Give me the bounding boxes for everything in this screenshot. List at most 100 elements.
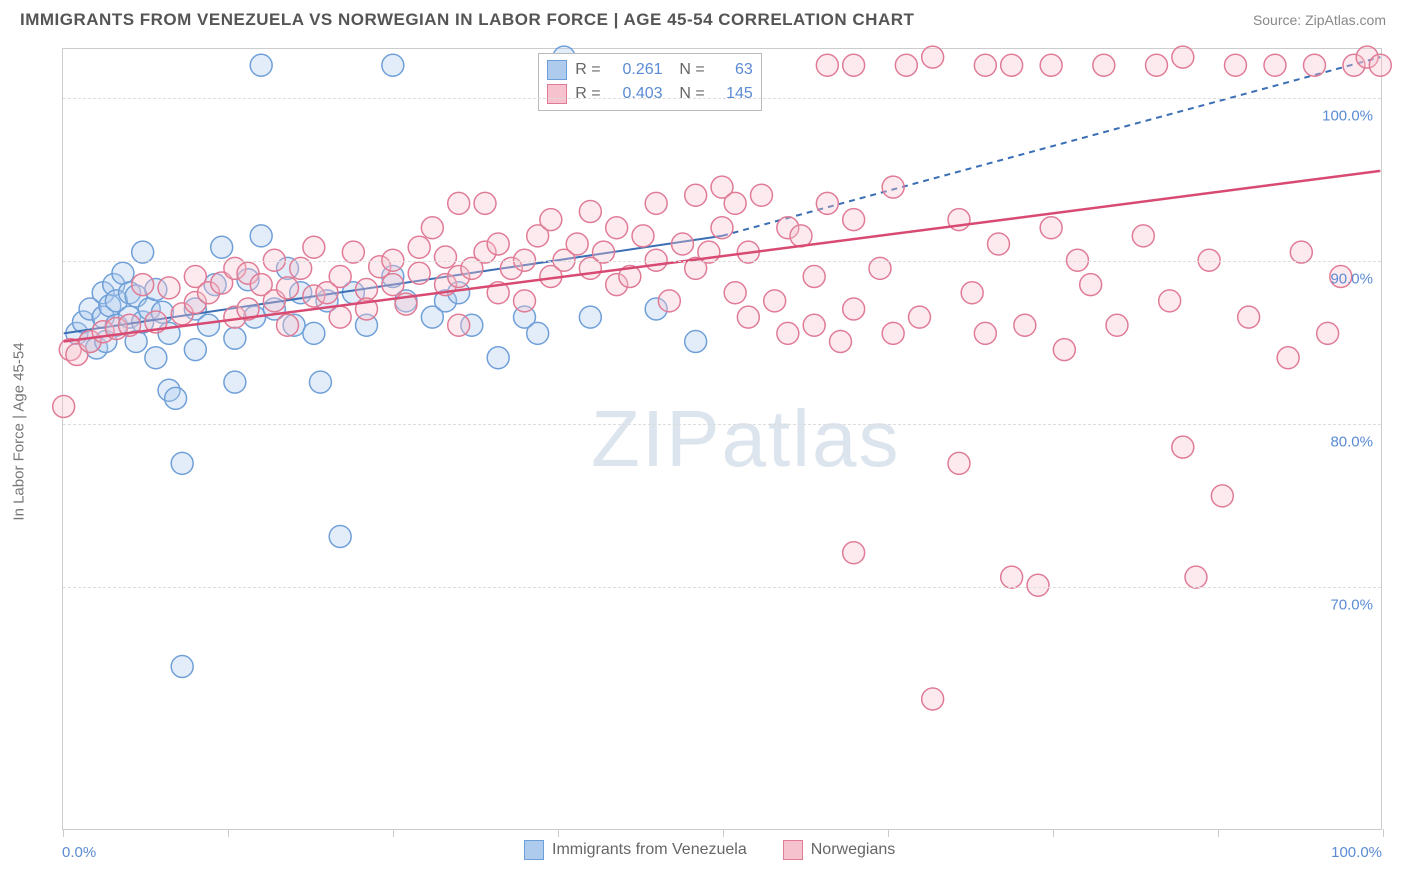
data-point: [1317, 322, 1339, 344]
data-point: [184, 339, 206, 361]
r-label: R =: [575, 82, 600, 106]
data-point: [685, 184, 707, 206]
x-tick-label: 0.0%: [62, 844, 96, 861]
data-point: [882, 322, 904, 344]
x-tick: [228, 829, 229, 837]
n-value: 63: [713, 58, 753, 82]
x-tick: [1218, 829, 1219, 837]
data-point: [329, 306, 351, 328]
data-point: [830, 331, 852, 353]
legend-label: Norwegians: [811, 841, 895, 859]
data-point: [685, 331, 707, 353]
stats-row: R = 0.403 N = 145: [547, 82, 753, 106]
data-point: [909, 306, 931, 328]
n-label: N =: [671, 82, 705, 106]
data-point: [1277, 347, 1299, 369]
data-point: [277, 277, 299, 299]
plot-area: ZIPatlas R =0.261 N =63R =0.403 N =145 7…: [62, 48, 1382, 830]
data-point: [408, 236, 430, 258]
x-tick: [723, 829, 724, 837]
data-point: [329, 526, 351, 548]
data-point: [1053, 339, 1075, 361]
data-point: [1264, 54, 1286, 76]
x-tick: [888, 829, 889, 837]
data-point: [988, 233, 1010, 255]
data-point: [329, 266, 351, 288]
legend-swatch: [547, 60, 567, 80]
data-point: [843, 209, 865, 231]
data-point: [53, 396, 75, 418]
data-point: [895, 54, 917, 76]
data-point: [382, 274, 404, 296]
x-tick: [1383, 829, 1384, 837]
x-tick-label: 100.0%: [1331, 844, 1382, 861]
data-point: [1093, 54, 1115, 76]
data-point: [1040, 217, 1062, 239]
data-point: [250, 225, 272, 247]
x-tick: [558, 829, 559, 837]
legend-item: Norwegians: [783, 840, 895, 860]
data-point: [922, 688, 944, 710]
data-point: [224, 371, 246, 393]
data-point: [974, 54, 996, 76]
grid-line: [63, 424, 1381, 425]
legend: Immigrants from Venezuela Norwegians: [524, 840, 895, 860]
n-value: 145: [713, 82, 753, 106]
data-point: [579, 306, 601, 328]
data-point: [790, 225, 812, 247]
y-tick-label: 80.0%: [1330, 433, 1381, 450]
data-point: [514, 290, 536, 312]
data-point: [1080, 274, 1102, 296]
data-point: [961, 282, 983, 304]
data-point: [816, 54, 838, 76]
data-point: [250, 54, 272, 76]
data-point: [724, 282, 746, 304]
grid-line: [63, 98, 1381, 99]
data-point: [303, 236, 325, 258]
data-point: [540, 209, 562, 231]
stats-box: R = 0.261 N = 63R = 0.403 N = 145: [538, 53, 762, 111]
data-point: [751, 184, 773, 206]
r-label: R =: [575, 58, 600, 82]
data-point: [356, 279, 378, 301]
data-point: [487, 347, 509, 369]
legend-item: Immigrants from Venezuela: [524, 840, 747, 860]
data-point: [474, 192, 496, 214]
stats-row: R =0.261 N =63: [547, 58, 753, 82]
data-point: [112, 262, 134, 284]
data-point: [382, 54, 404, 76]
r-value: 0.261: [609, 58, 663, 82]
data-point: [922, 46, 944, 68]
data-point: [1132, 225, 1154, 247]
data-point: [158, 277, 180, 299]
grid-line: [63, 587, 1381, 588]
r-value: 0.403: [609, 82, 663, 106]
grid-line: [63, 261, 1381, 262]
data-point: [632, 225, 654, 247]
data-point: [1001, 54, 1023, 76]
x-tick: [393, 829, 394, 837]
data-point: [303, 322, 325, 344]
data-point: [421, 217, 443, 239]
data-point: [1027, 574, 1049, 596]
data-point: [408, 262, 430, 284]
data-point: [974, 322, 996, 344]
data-point: [1185, 566, 1207, 588]
data-point: [309, 371, 331, 393]
data-point: [1225, 54, 1247, 76]
data-point: [843, 54, 865, 76]
data-point: [1369, 54, 1391, 76]
data-point: [1159, 290, 1181, 312]
data-point: [566, 233, 588, 255]
legend-swatch: [783, 840, 803, 860]
data-point: [1146, 54, 1168, 76]
data-point: [527, 322, 549, 344]
data-point: [737, 306, 759, 328]
x-tick: [1053, 829, 1054, 837]
data-point: [171, 656, 193, 678]
data-point: [1014, 314, 1036, 336]
legend-label: Immigrants from Venezuela: [552, 841, 747, 859]
data-point: [1106, 314, 1128, 336]
data-point: [1238, 306, 1260, 328]
data-point: [803, 314, 825, 336]
